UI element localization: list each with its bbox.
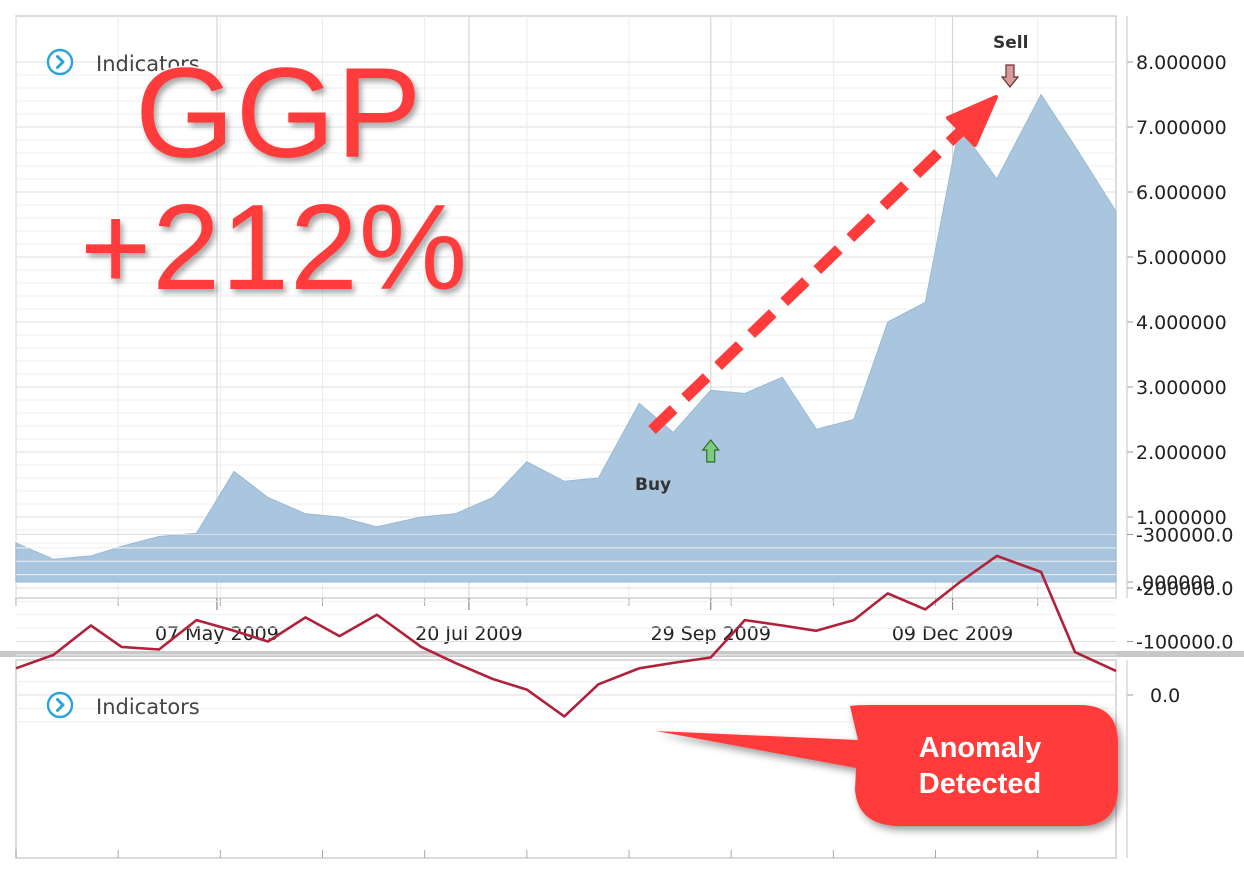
indicator-y-tick-label: -200000.0 — [1136, 578, 1234, 600]
trend-arrow-line — [648, 126, 966, 434]
indicator-y-tick-label: -300000.0 — [1136, 525, 1234, 547]
y-tick-label: 6.000000 — [1136, 182, 1227, 204]
indicator-y-tick-label: 0.0 — [1150, 685, 1180, 707]
y-tick-label: 7.000000 — [1136, 117, 1227, 139]
anomaly-line-2: Detected — [918, 768, 1042, 800]
y-tick-label: 5.000000 — [1136, 247, 1227, 269]
chevron-right-icon — [56, 698, 65, 712]
panel-separator — [0, 651, 1244, 657]
y-tick-label: .000000 — [1136, 572, 1215, 594]
gain-title: +212% — [78, 179, 469, 315]
indicator-panel-label: Indicators — [96, 695, 200, 719]
y-tick-label: 8.000000 — [1136, 52, 1227, 74]
sell-signal-label: Sell — [993, 33, 1029, 53]
y-tick-label: 4.000000 — [1136, 312, 1227, 334]
anomaly-line-1: Anomaly — [918, 732, 1042, 764]
expand-indicators-button[interactable] — [46, 48, 74, 76]
anomaly-callout — [656, 705, 1118, 826]
trend-arrowhead — [946, 95, 998, 147]
chevron-right-icon — [56, 55, 65, 69]
y-tick-label: 3.000000 — [1136, 377, 1227, 399]
indicator-y-tick-label: -100000.0 — [1136, 632, 1234, 654]
ticker-title: GGP — [134, 42, 423, 185]
anomaly-text: Anomaly Detected — [870, 730, 1090, 802]
indicator-line — [15, 554, 1117, 718]
buy-arrow-icon — [701, 439, 720, 463]
expand-indicators-button-lower[interactable] — [46, 691, 74, 719]
y-tick-label: 2.000000 — [1136, 442, 1227, 464]
y-tick-label: 1.000000 — [1136, 507, 1227, 529]
sell-arrow-icon — [1000, 64, 1020, 88]
buy-signal-label: Buy — [635, 475, 672, 495]
price-panel-label: Indicators — [96, 52, 200, 76]
